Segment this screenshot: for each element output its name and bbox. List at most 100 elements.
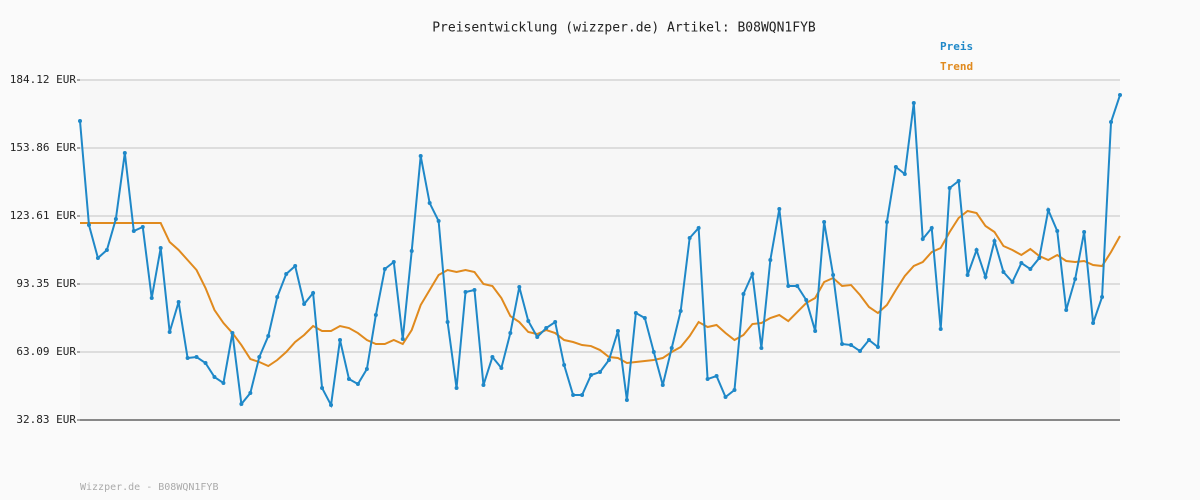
data-point [104,248,109,253]
data-point [409,249,414,254]
data-point [624,398,629,403]
data-point [185,356,190,361]
data-point [463,290,468,295]
data-point [956,179,961,184]
data-point [786,284,791,289]
data-point [866,338,871,343]
data-point [983,275,988,280]
data-point [768,258,773,263]
data-point [938,327,943,332]
data-point [947,186,952,191]
data-point [329,403,334,408]
data-point [427,201,432,206]
data-point [992,239,997,244]
data-point [113,217,118,222]
data-point [804,298,809,303]
data-point [669,346,674,351]
data-point [230,331,235,336]
data-point [642,316,647,321]
data-point [687,236,692,241]
data-point [858,349,862,354]
data-point [920,237,925,242]
footer: Wizzper.de - B08WQN1FYB [80,482,218,493]
data-point [140,225,145,230]
data-point [750,272,755,277]
data-point [346,377,351,382]
data-point [589,373,594,378]
data-point [1019,261,1024,266]
data-point [176,300,181,305]
data-point [391,260,396,265]
data-point [526,319,531,324]
data-point [275,295,280,300]
data-point [795,284,800,289]
data-point [571,393,576,398]
data-point [1091,321,1096,326]
data-point [902,172,907,177]
data-point [158,246,163,251]
y-tick-label: 184.12 EUR [10,73,77,86]
data-point [606,358,611,363]
data-point [239,402,244,407]
data-point [813,329,818,334]
data-point [705,377,710,382]
data-point [580,393,585,398]
data-point [203,361,208,366]
data-point [615,329,620,334]
data-point [355,382,360,387]
data-point [929,226,934,231]
data-point [1037,256,1042,261]
data-point [78,119,82,124]
data-point [436,219,441,224]
data-point [1073,277,1078,282]
data-point [1028,267,1033,272]
data-point [965,273,970,278]
data-point [95,256,100,261]
data-point [311,291,316,296]
legend-label: Trend [940,60,973,73]
data-point [732,388,737,393]
data-point [562,363,567,368]
data-point [400,337,405,342]
data-point [759,346,764,351]
data-point [490,355,495,360]
data-point [508,331,513,336]
data-point [212,375,217,380]
data-point [875,345,880,350]
data-point [831,273,836,278]
data-point [1118,93,1122,98]
data-point [1100,295,1105,300]
data-point [284,272,289,277]
data-point [1064,308,1069,313]
data-point [445,320,450,325]
data-point [1010,280,1015,285]
data-point [373,313,378,318]
y-tick-label: 93.35 EUR [16,277,76,290]
data-point [221,381,226,386]
y-tick-label: 63.09 EUR [16,345,76,358]
data-point [248,391,253,396]
data-point [893,165,898,170]
data-point [517,285,522,290]
data-point [884,220,889,225]
data-point [131,229,136,234]
data-point [553,320,558,325]
data-point [741,292,746,297]
data-point [302,302,307,307]
data-point [418,154,423,159]
data-point [382,267,387,272]
y-tick-label: 153.86 EUR [10,141,77,154]
data-point [194,355,199,360]
data-point [633,311,638,316]
y-tick-label: 32.83 EUR [16,413,76,426]
data-point [696,226,701,231]
data-point [1046,208,1051,213]
data-point [266,334,271,339]
data-point [320,386,325,391]
chart-title: Preisentwicklung (wizzper.de) Artikel: B… [432,21,816,36]
data-point [499,366,504,371]
data-point [472,288,477,293]
data-point [723,395,728,400]
data-point [1001,270,1006,275]
